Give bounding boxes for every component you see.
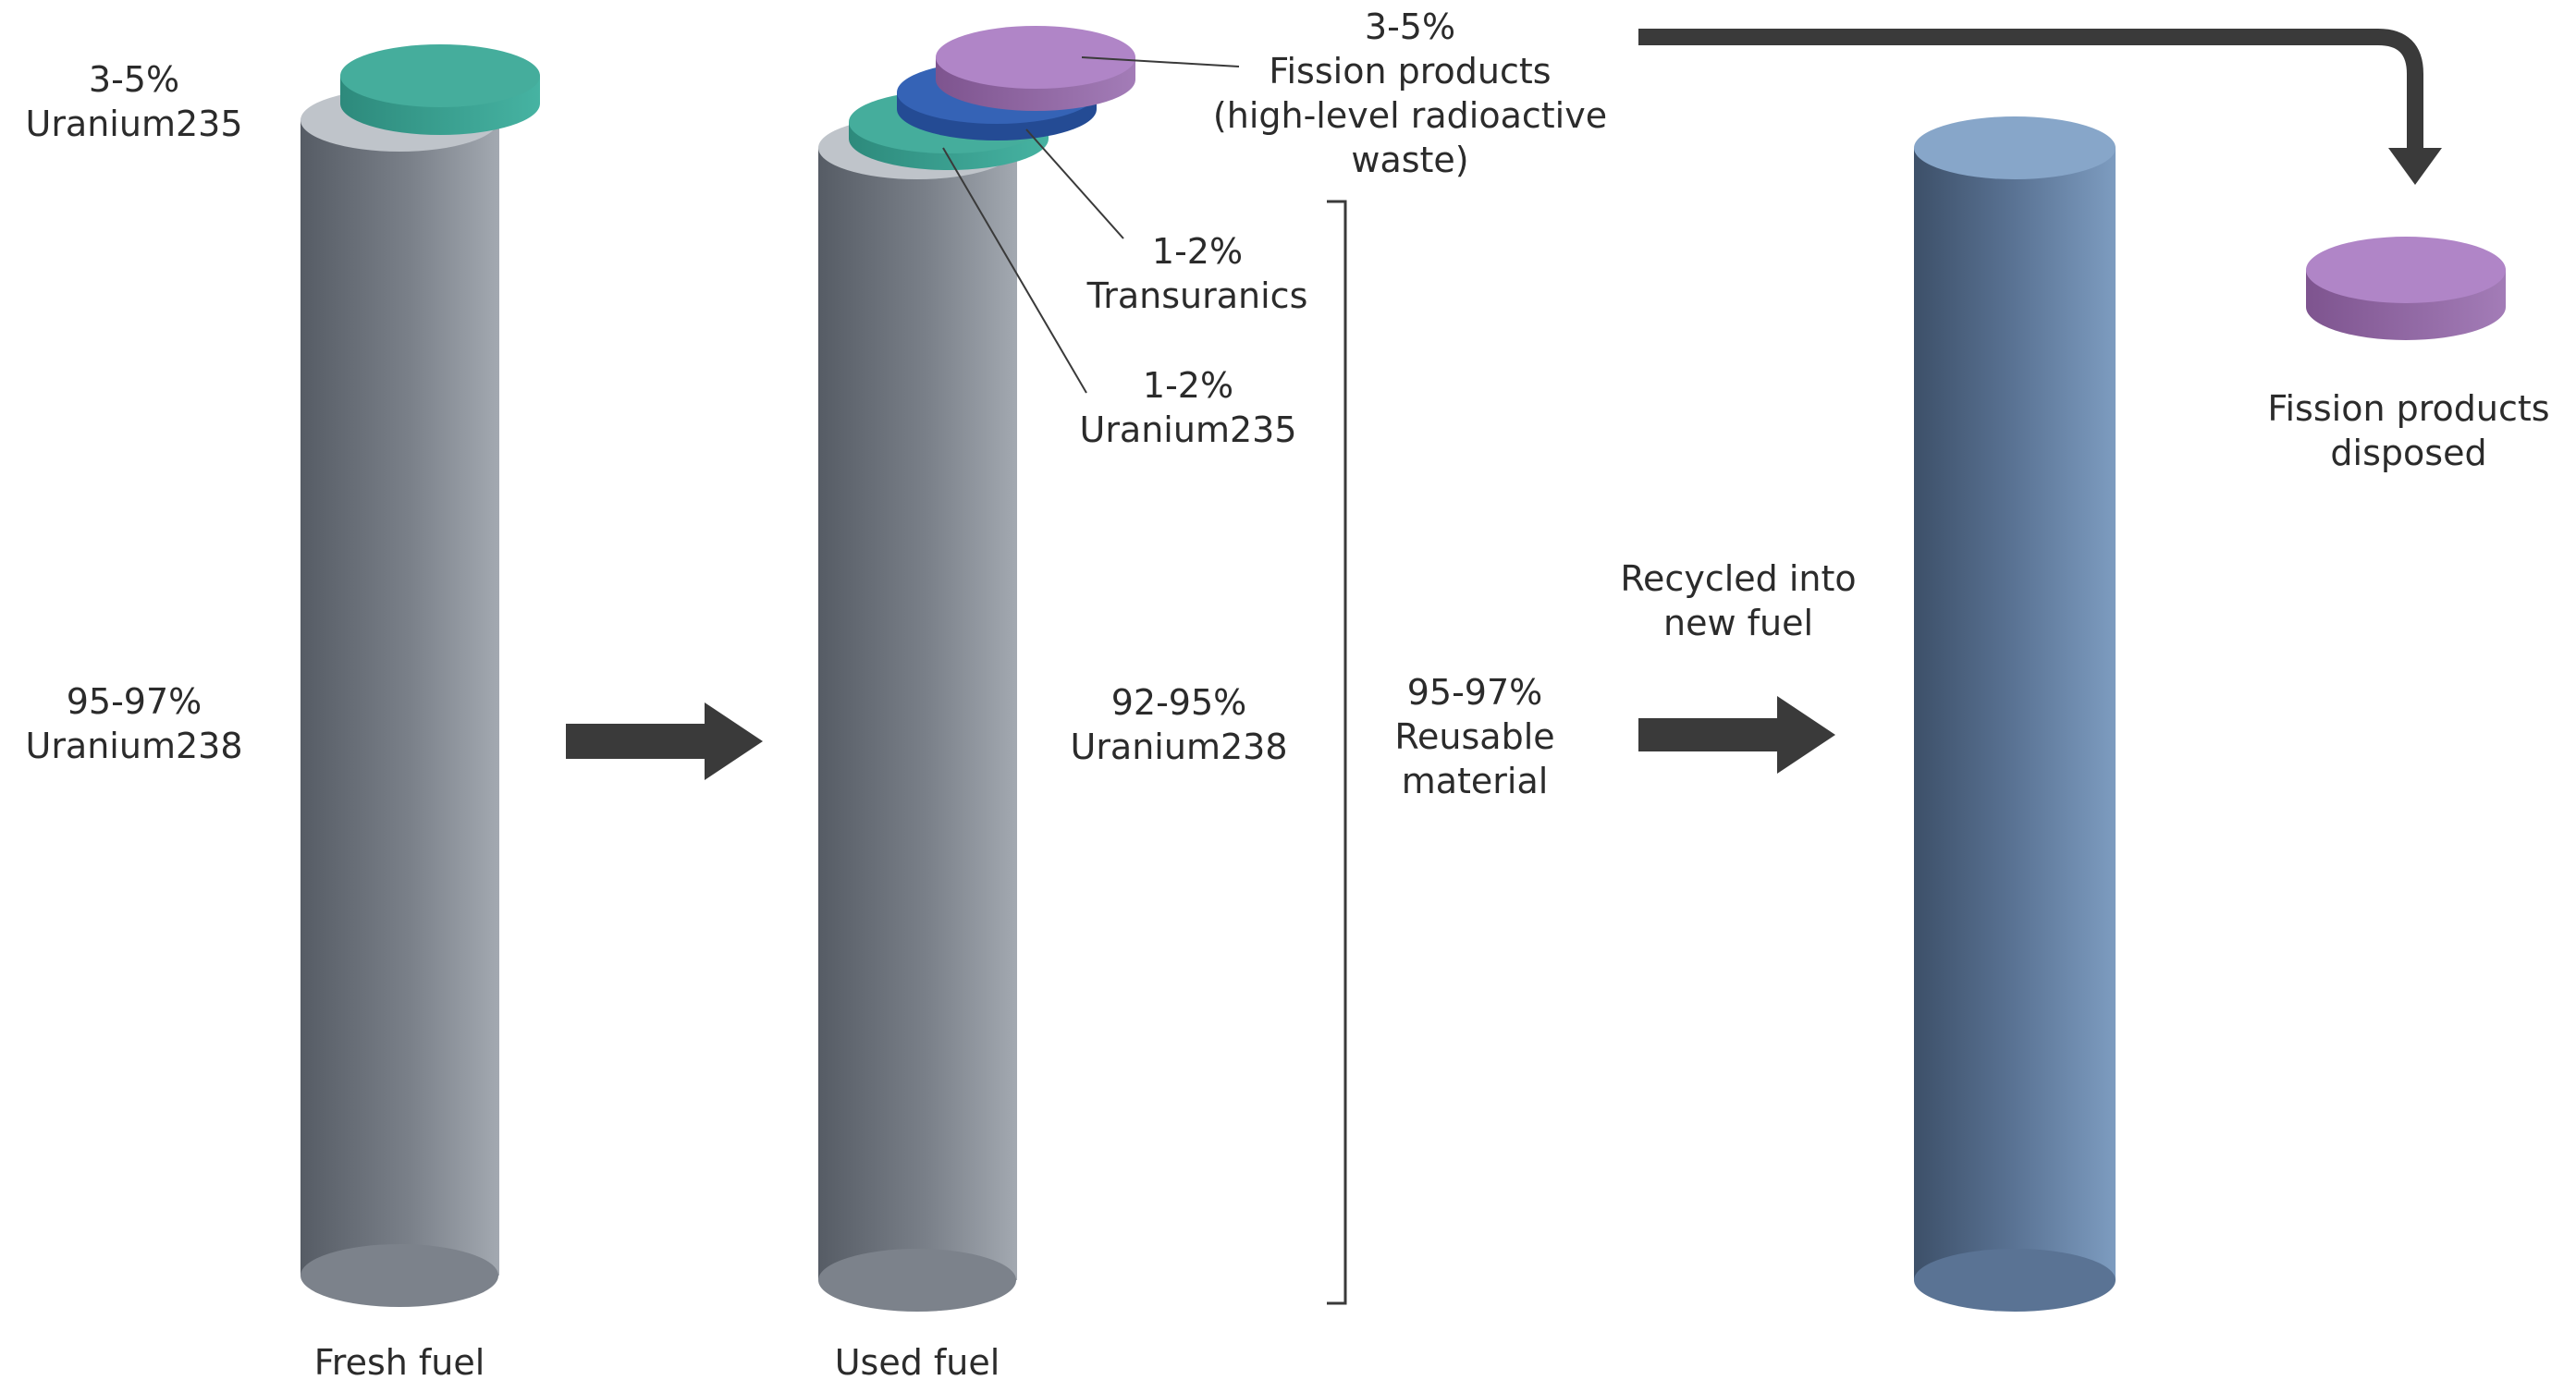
transuranics-name: Transuranics [1086, 275, 1308, 316]
fission-pct: 3-5% [1364, 6, 1456, 47]
used-u238-label: 92-95% Uranium238 [1045, 680, 1313, 769]
used-u235-pct: 1-2% [1142, 365, 1234, 406]
reusable-bracket [1327, 200, 1347, 1305]
fresh-u235-disc [340, 44, 540, 135]
fission-line3: waste) [1351, 140, 1469, 180]
fresh-u235-pct: 3-5% [88, 59, 180, 100]
fresh-fuel-label: Fresh fuel [261, 1340, 538, 1380]
arrow-to-disposal [1638, 29, 2423, 148]
reusable-label: 95-97% Reusable material [1359, 670, 1590, 803]
fresh-u238-name: Uranium238 [25, 726, 243, 766]
fresh-u238-label: 95-97% Uranium238 [9, 679, 259, 768]
used-u235-label: 1-2% Uranium235 [1054, 363, 1322, 452]
fresh-u235-label: 3-5% Uranium235 [9, 57, 259, 146]
transuranics-pct: 1-2% [1151, 231, 1244, 272]
used-fuel-text: Used fuel [834, 1342, 1000, 1380]
recycled-fuel-rod [1914, 116, 2116, 1312]
arrow-fresh-to-used [566, 702, 763, 780]
fresh-u238-pct: 95-97% [66, 681, 202, 722]
fission-line2: (high-level radioactive [1212, 95, 1608, 136]
recycled-line2: new fuel [1662, 603, 1814, 643]
disposed-fission-disc [2306, 237, 2506, 340]
used-u238-pct: 92-95% [1110, 682, 1247, 723]
used-u235-name: Uranium235 [1079, 409, 1297, 450]
leader-lines [942, 56, 1240, 394]
arrow-to-recycled [1638, 696, 1835, 774]
used-u238-name: Uranium238 [1070, 727, 1288, 767]
fission-label: 3-5% Fission products (high-level radioa… [1193, 5, 1627, 182]
reusable-pct: 95-97% [1406, 672, 1543, 713]
used-fuel-rod [818, 116, 1017, 1312]
reusable-line2: material [1401, 761, 1549, 801]
fresh-fuel-text: Fresh fuel [313, 1342, 485, 1380]
used-fission-disc [936, 26, 1135, 111]
arrow-to-disposal-head [2388, 148, 2442, 185]
fresh-fuel-rod [301, 89, 499, 1307]
transuranics-label: 1-2% Transuranics [1063, 229, 1331, 318]
used-fuel-label: Used fuel [779, 1340, 1056, 1380]
recycled-label: Recycled into new fuel [1590, 556, 1886, 645]
disposed-line1: Fission products [2267, 388, 2550, 429]
disposed-line2: disposed [2330, 433, 2487, 473]
fission-line1: Fission products [1269, 51, 1552, 92]
disposed-label: Fission products disposed [2256, 386, 2561, 475]
fresh-u235-name: Uranium235 [25, 104, 243, 144]
recycled-line1: Recycled into [1620, 558, 1857, 599]
reusable-line1: Reusable [1394, 716, 1555, 757]
